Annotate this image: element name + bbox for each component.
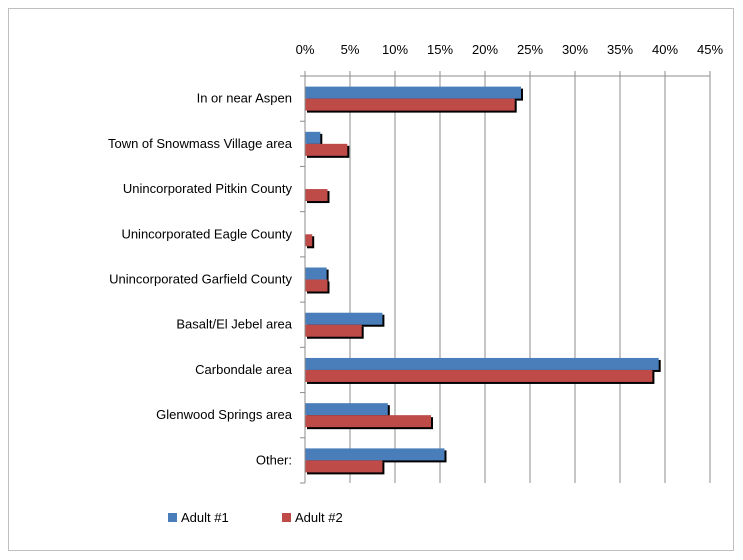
- category-label: Other:: [256, 452, 292, 467]
- bar-adult-2: [305, 234, 312, 246]
- bars: [305, 87, 661, 475]
- legend-label: Adult #1: [181, 510, 229, 525]
- category-label: Unincorporated Pitkin County: [123, 181, 293, 196]
- category-label: In or near Aspen: [197, 91, 292, 106]
- x-tick-label: 10%: [382, 42, 408, 57]
- x-tick-label: 25%: [517, 42, 543, 57]
- category-label: Carbondale area: [195, 362, 293, 377]
- bar-adult-2: [305, 144, 347, 156]
- bar-adult-2: [305, 280, 328, 292]
- category-label: Glenwood Springs area: [156, 407, 293, 422]
- legend-swatch: [168, 513, 177, 522]
- x-tick-label: 5%: [341, 42, 360, 57]
- bar-adult-1: [305, 268, 327, 280]
- category-label: Unincorporated Eagle County: [121, 226, 292, 241]
- x-tick-label: 20%: [472, 42, 498, 57]
- x-tick-label: 15%: [427, 42, 453, 57]
- x-tick-label: 45%: [697, 42, 723, 57]
- bar-adult-1: [305, 403, 388, 415]
- legend: Adult #1 Adult #2: [168, 510, 343, 525]
- bar-adult-1: [305, 313, 382, 325]
- x-tick-label: 0%: [296, 42, 315, 57]
- bar-adult-2: [305, 415, 431, 427]
- legend-swatch: [282, 513, 291, 522]
- bar-adult-1: [305, 132, 320, 144]
- x-tick-label: 35%: [607, 42, 633, 57]
- x-tick-label: 30%: [562, 42, 588, 57]
- category-label: Town of Snowmass Village area: [108, 136, 293, 151]
- x-tick-label: 40%: [652, 42, 678, 57]
- category-label: Basalt/El Jebel area: [176, 317, 292, 332]
- bar-adult-2: [305, 325, 362, 337]
- category-label: Unincorporated Garfield County: [109, 272, 292, 287]
- bar-adult-2: [305, 189, 328, 201]
- bar-adult-1: [305, 87, 521, 99]
- bar-adult-2: [305, 370, 652, 382]
- bar-adult-1: [305, 358, 659, 370]
- legend-label: Adult #2: [295, 510, 343, 525]
- bar-adult-2: [305, 99, 515, 111]
- bar-adult-2: [305, 460, 382, 472]
- bar-adult-1: [305, 448, 445, 460]
